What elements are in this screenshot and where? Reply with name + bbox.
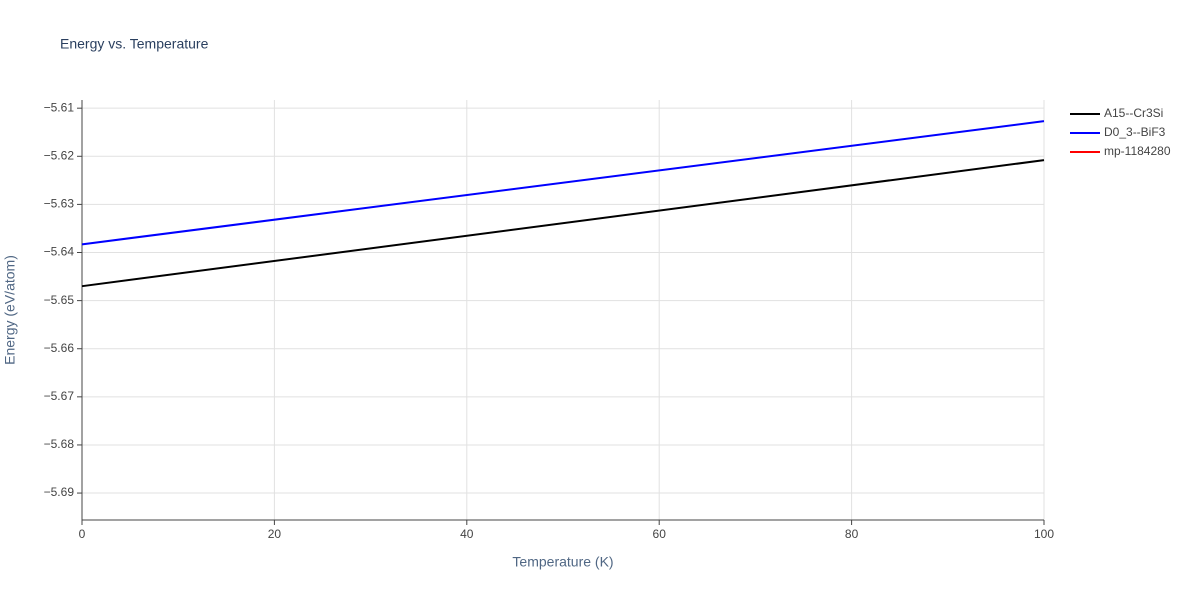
y-tick-label: −5.69 [44,485,75,499]
x-tick-label: 100 [1034,527,1054,541]
y-tick-label: −5.64 [44,245,75,259]
series-line [81,159,1045,288]
x-tick-label: 60 [653,527,667,541]
y-tick-label: −5.65 [44,293,75,307]
x-axis-title: Temperature (K) [512,554,613,570]
y-tick-label: −5.67 [44,389,75,403]
legend-label: A15--Cr3Si [1104,106,1163,120]
y-tick-label: −5.68 [44,437,75,451]
x-tick-label: 40 [460,527,474,541]
y-tick-label: −5.63 [44,197,75,211]
chart-title: Energy vs. Temperature [60,36,209,52]
x-tick-label: 80 [845,527,859,541]
y-tick-label: −5.61 [44,100,75,114]
x-tick-label: 0 [79,527,86,541]
legend-label: D0_3--BiF3 [1104,125,1166,139]
x-tick-label: 20 [268,527,282,541]
series-line [81,120,1045,246]
y-axis-title: Energy (eV/atom) [2,255,18,365]
y-tick-label: −5.66 [44,341,75,355]
legend-label: mp-1184280 [1104,144,1171,158]
y-tick-label: −5.62 [44,148,75,162]
